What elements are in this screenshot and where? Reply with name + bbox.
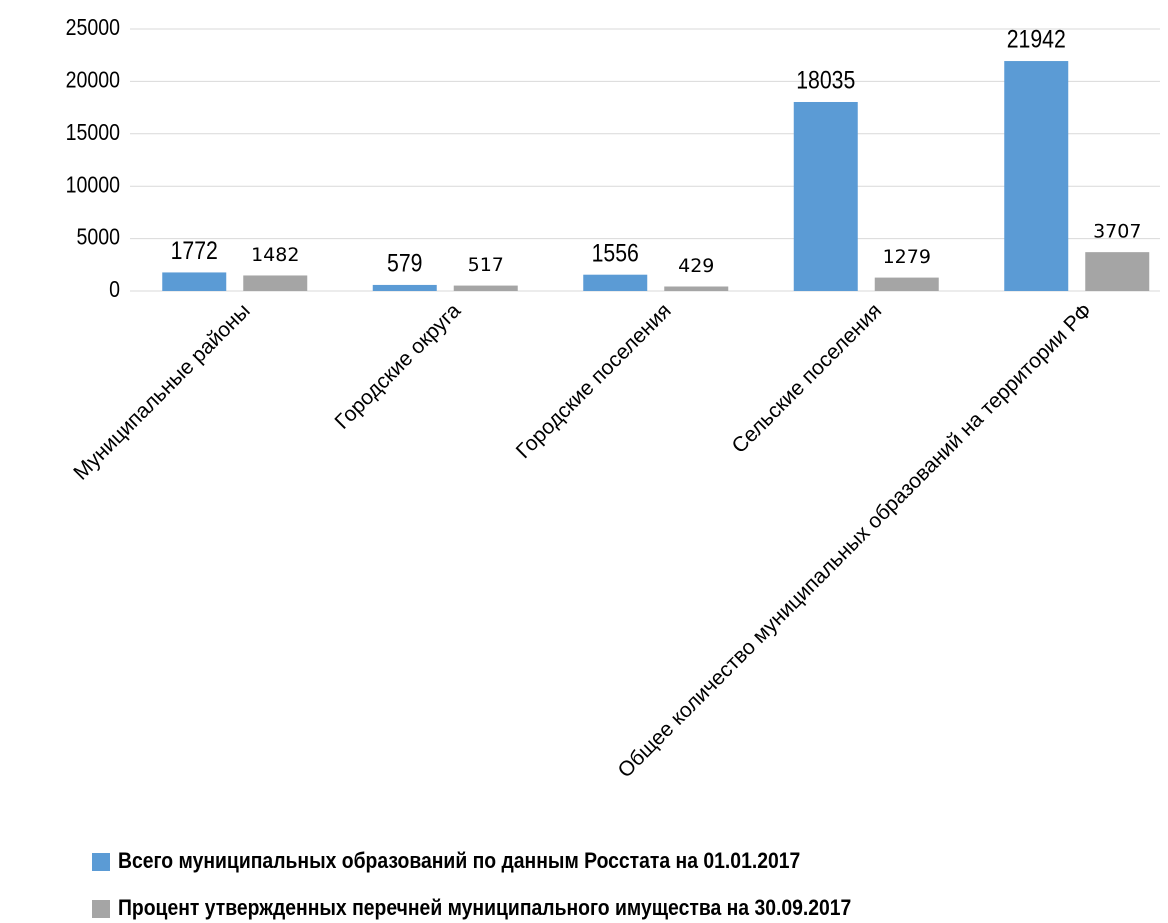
data-label: 1279 — [883, 246, 931, 268]
data-label: 1772 — [171, 236, 218, 264]
bar — [453, 285, 518, 291]
bar — [583, 274, 648, 291]
y-tick-label: 20000 — [66, 67, 120, 93]
data-label: 1482 — [251, 244, 299, 266]
y-tick-label: 15000 — [66, 119, 120, 145]
bar — [1085, 252, 1150, 291]
y-tick-label: 25000 — [66, 15, 120, 41]
y-tick-label: 10000 — [66, 172, 120, 198]
bar — [1004, 61, 1069, 292]
legend-label: Всего муниципальных образований по данны… — [118, 849, 800, 873]
bar — [243, 275, 308, 291]
legend-swatch — [92, 900, 110, 918]
x-tick-label: Городские округа — [331, 299, 466, 434]
bar — [793, 101, 858, 292]
y-tick-label: 0 — [109, 277, 120, 303]
x-tick-label: Общее количество муниципальных образован… — [613, 299, 1096, 782]
y-tick-label: 5000 — [77, 224, 121, 250]
data-label: 1556 — [592, 239, 639, 267]
x-tick-label: Сельские поселения — [727, 299, 886, 458]
data-label: 517 — [468, 254, 504, 276]
bar — [664, 286, 729, 291]
bar — [874, 277, 939, 291]
bar — [372, 284, 437, 291]
legend-swatch — [92, 853, 110, 871]
data-label: 429 — [678, 255, 714, 277]
data-label: 21942 — [1007, 25, 1066, 53]
bar — [162, 272, 227, 291]
x-tick-label: Городские поселения — [512, 299, 676, 463]
x-tick-label: Муниципальные районы — [69, 299, 254, 484]
data-label: 18035 — [796, 66, 855, 94]
data-label: 3707 — [1093, 221, 1141, 243]
data-label: 579 — [387, 249, 422, 277]
legend-label: Процент утвержденных перечней муниципаль… — [118, 896, 851, 920]
